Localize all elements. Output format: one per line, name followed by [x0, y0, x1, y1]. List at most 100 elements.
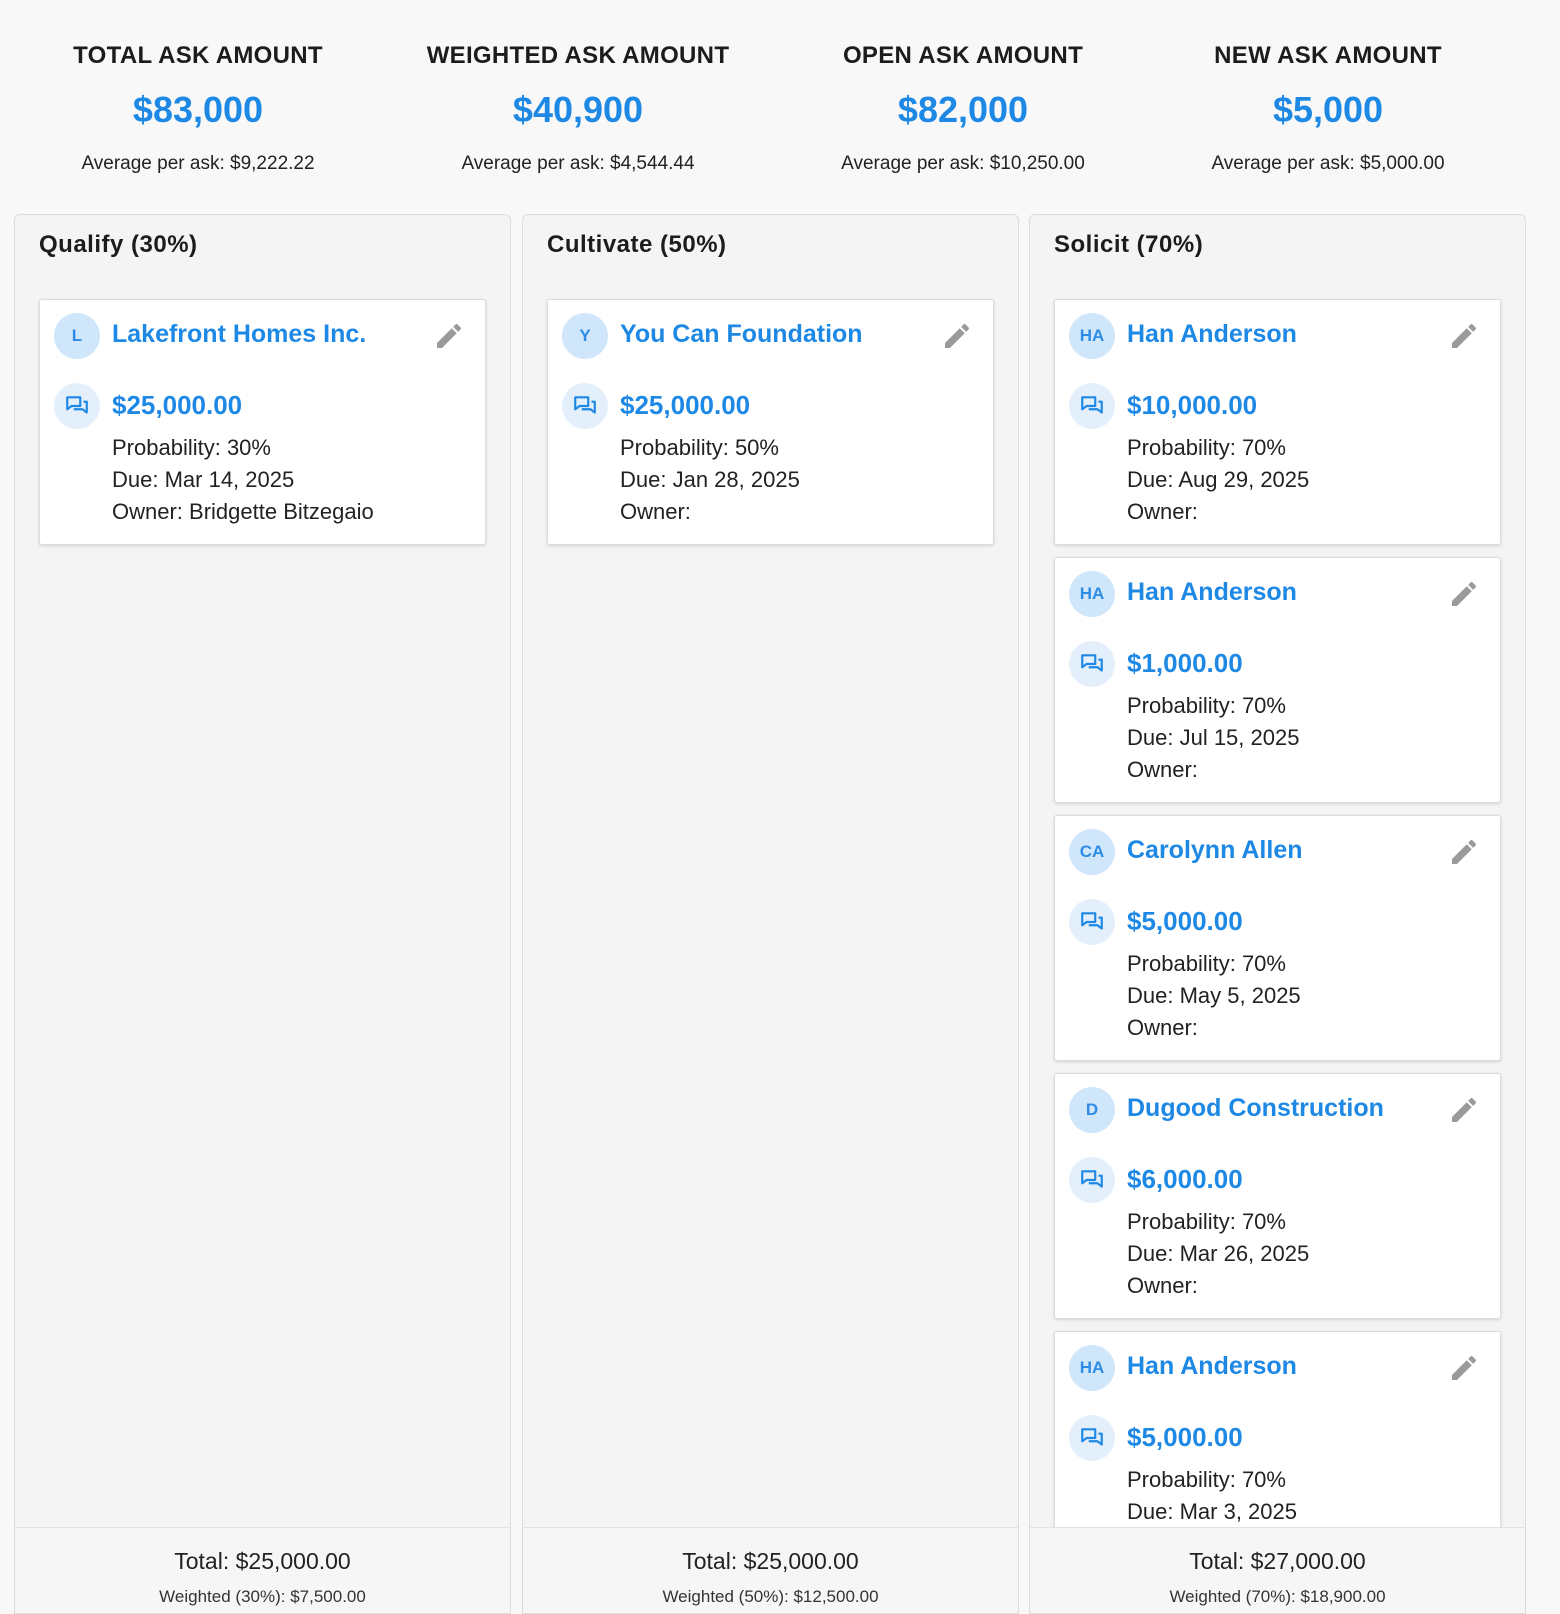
avatar: CA: [1069, 829, 1115, 875]
avatar: L: [54, 313, 100, 359]
constituent-name-link[interactable]: Carolynn Allen: [1127, 836, 1303, 864]
constituent-name-link[interactable]: Dugood Construction: [1127, 1094, 1384, 1122]
ask-card[interactable]: D Dugood Construction $6,000.00 Probabil…: [1054, 1073, 1501, 1319]
pencil-icon[interactable]: [1448, 1094, 1480, 1126]
ask-probability: Probability: 70%: [1127, 435, 1286, 460]
stat-average: Average per ask: $9,222.22: [81, 153, 315, 174]
ask-owner: Owner:: [1127, 499, 1198, 524]
ask-owner: Owner:: [1127, 1273, 1198, 1298]
chat-bubbles-icon: [562, 383, 608, 429]
column-footer: Total: $27,000.00 Weighted (70%): $18,90…: [1030, 1527, 1525, 1613]
column-total: Total: $27,000.00: [1189, 1548, 1366, 1574]
stat-value: $83,000: [132, 89, 264, 130]
column-weighted-total: Weighted (30%): $7,500.00: [159, 1587, 366, 1606]
column-title: Solicit (70%): [1054, 231, 1204, 258]
ask-details: Probability: 30% Due: Mar 14, 2025 Owner…: [112, 432, 374, 528]
stat-title: TOTAL ASK AMOUNT: [73, 42, 323, 69]
avatar: HA: [1069, 1345, 1115, 1391]
pipeline-column: Solicit (70%) HA Han Anderson $10,000.00…: [1029, 214, 1526, 1614]
stat-total-ask: TOTAL ASK AMOUNT $83,000 Average per ask…: [8, 40, 388, 176]
ask-probability: Probability: 50%: [620, 435, 779, 460]
ask-card[interactable]: Y You Can Foundation $25,000.00 Probabil…: [547, 299, 994, 545]
stat-value: $40,900: [512, 89, 644, 130]
summary-bar: TOTAL ASK AMOUNT $83,000 Average per ask…: [0, 0, 1560, 200]
ask-probability: Probability: 70%: [1127, 1467, 1286, 1492]
ask-details: Probability: 70% Due: Aug 29, 2025 Owner…: [1127, 432, 1309, 528]
column-weighted-total: Weighted (70%): $18,900.00: [1169, 1587, 1386, 1606]
column-weighted-total: Weighted (50%): $12,500.00: [662, 1587, 879, 1606]
column-footer: Total: $25,000.00 Weighted (30%): $7,500…: [15, 1527, 510, 1613]
avatar: Y: [562, 313, 608, 359]
stat-average: Average per ask: $10,250.00: [841, 153, 1085, 174]
column-title: Qualify (30%): [39, 231, 198, 258]
constituent-name-link[interactable]: Lakefront Homes Inc.: [112, 320, 367, 348]
ask-card[interactable]: HA Han Anderson $1,000.00 Probability: 7…: [1054, 557, 1501, 803]
column-total: Total: $25,000.00: [682, 1548, 859, 1574]
ask-due-date: Due: May 5, 2025: [1127, 983, 1301, 1008]
pencil-icon[interactable]: [1448, 578, 1480, 610]
ask-due-date: Due: Mar 14, 2025: [112, 467, 295, 492]
ask-details: Probability: 50% Due: Jan 28, 2025 Owner…: [620, 432, 800, 528]
stat-average: Average per ask: $4,544.44: [461, 153, 695, 174]
constituent-name-link[interactable]: Han Anderson: [1127, 1352, 1297, 1380]
pencil-icon[interactable]: [433, 320, 465, 352]
ask-due-date: Due: Jan 28, 2025: [620, 467, 800, 492]
chat-bubbles-icon: [1069, 1415, 1115, 1461]
ask-probability: Probability: 30%: [112, 435, 271, 460]
chat-bubbles-icon: [54, 383, 100, 429]
card-list: Y You Can Foundation $25,000.00 Probabil…: [547, 299, 994, 557]
ask-due-date: Due: Mar 26, 2025: [1127, 1241, 1310, 1266]
ask-details: Probability: 70% Due: Mar 26, 2025 Owner…: [1127, 1206, 1309, 1302]
pencil-icon[interactable]: [1448, 836, 1480, 868]
ask-owner: Owner: Bridgette Bitzegaio: [112, 499, 374, 524]
card-list: L Lakefront Homes Inc. $25,000.00 Probab…: [39, 299, 486, 557]
ask-details: Probability: 70% Due: May 5, 2025 Owner:: [1127, 948, 1301, 1044]
constituent-name-link[interactable]: You Can Foundation: [620, 320, 863, 348]
ask-amount: $6,000.00: [1127, 1164, 1243, 1194]
ask-probability: Probability: 70%: [1127, 951, 1286, 976]
ask-due-date: Due: Aug 29, 2025: [1127, 467, 1310, 492]
ask-card[interactable]: HA Han Anderson $10,000.00 Probability: …: [1054, 299, 1501, 545]
pipeline-column: Cultivate (50%) Y You Can Foundation $25…: [522, 214, 1019, 1614]
stat-open-ask: OPEN ASK AMOUNT $82,000 Average per ask:…: [773, 40, 1153, 176]
constituent-name-link[interactable]: Han Anderson: [1127, 578, 1297, 606]
chat-bubbles-icon: [1069, 383, 1115, 429]
stat-value: $82,000: [897, 89, 1029, 130]
ask-probability: Probability: 70%: [1127, 693, 1286, 718]
ask-card[interactable]: L Lakefront Homes Inc. $25,000.00 Probab…: [39, 299, 486, 545]
constituent-name-link[interactable]: Han Anderson: [1127, 320, 1297, 348]
chat-bubbles-icon: [1069, 1157, 1115, 1203]
ask-owner: Owner:: [620, 499, 691, 524]
ask-amount: $5,000.00: [1127, 906, 1243, 936]
ask-due-date: Due: Jul 15, 2025: [1127, 725, 1300, 750]
avatar: HA: [1069, 571, 1115, 617]
ask-card[interactable]: CA Carolynn Allen $5,000.00 Probability:…: [1054, 815, 1501, 1061]
pipeline-column: Qualify (30%) L Lakefront Homes Inc. $25…: [14, 214, 511, 1614]
ask-amount: $25,000.00: [620, 390, 751, 420]
stat-title: WEIGHTED ASK AMOUNT: [426, 42, 730, 69]
column-total: Total: $25,000.00: [174, 1548, 351, 1574]
pencil-icon[interactable]: [1448, 1352, 1480, 1384]
ask-amount: $5,000.00: [1127, 1422, 1243, 1452]
ask-details: Probability: 70% Due: Jul 15, 2025 Owner…: [1127, 690, 1299, 786]
stat-title: OPEN ASK AMOUNT: [842, 42, 1084, 69]
ask-owner: Owner:: [1127, 757, 1198, 782]
stat-title: NEW ASK AMOUNT: [1214, 42, 1442, 69]
ask-due-date: Due: Mar 3, 2025: [1127, 1499, 1297, 1524]
stat-average: Average per ask: $5,000.00: [1211, 153, 1445, 174]
pencil-icon[interactable]: [941, 320, 973, 352]
stat-new-ask: NEW ASK AMOUNT $5,000 Average per ask: $…: [1138, 40, 1518, 176]
chat-bubbles-icon: [1069, 899, 1115, 945]
ask-amount: $25,000.00: [112, 390, 243, 420]
chat-bubbles-icon: [1069, 641, 1115, 687]
card-list: HA Han Anderson $10,000.00 Probability: …: [1054, 299, 1501, 1589]
stat-value: $5,000: [1272, 89, 1384, 130]
ask-probability: Probability: 70%: [1127, 1209, 1286, 1234]
ask-owner: Owner:: [1127, 1015, 1198, 1040]
ask-amount: $10,000.00: [1127, 390, 1258, 420]
column-footer: Total: $25,000.00 Weighted (50%): $12,50…: [523, 1527, 1018, 1613]
pencil-icon[interactable]: [1448, 320, 1480, 352]
stat-weighted-ask: WEIGHTED ASK AMOUNT $40,900 Average per …: [388, 40, 768, 176]
avatar: HA: [1069, 313, 1115, 359]
avatar: D: [1069, 1087, 1115, 1133]
